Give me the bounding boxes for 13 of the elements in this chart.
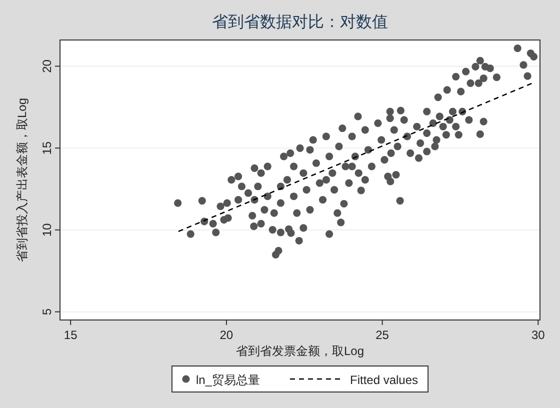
x-tick-label: 25 [376, 328, 390, 342]
x-tick-label: 15 [64, 328, 78, 342]
y-axis-title: 省到省投入产出表金额，取Log [15, 98, 29, 262]
y-tick-label: 20 [40, 59, 54, 73]
x-tick-label: 30 [531, 328, 546, 342]
y-tick-label: 5 [40, 308, 54, 316]
chart-title: 省到省数据对比：对数值 [212, 13, 388, 31]
x-axis-title: 省到省发票金额，取Log [236, 344, 364, 358]
x-tick-label: 20 [220, 328, 234, 342]
y-tick-label: 15 [40, 141, 54, 155]
legend-label: ln_贸易总量 [196, 373, 260, 387]
y-tick-label: 10 [40, 222, 54, 237]
legend-label: Fitted values [350, 373, 418, 387]
